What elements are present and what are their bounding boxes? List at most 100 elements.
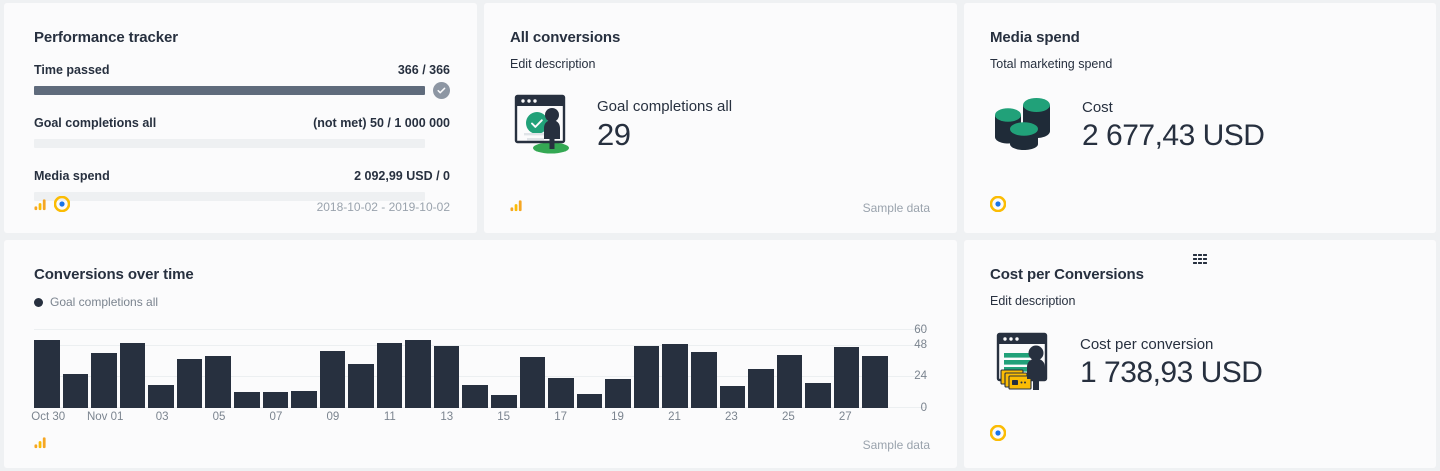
- bar[interactable]: [34, 340, 60, 408]
- bar[interactable]: [605, 379, 631, 408]
- x-axis-tick-label: 03: [155, 411, 169, 423]
- data-source-icons: [34, 195, 71, 217]
- sample-data-label: Sample data: [862, 201, 930, 215]
- bar[interactable]: [690, 352, 717, 408]
- bar[interactable]: [205, 356, 231, 408]
- card-media-spend[interactable]: Media spend Total marketing spend Cost: [964, 3, 1436, 233]
- bar[interactable]: [662, 344, 688, 408]
- bar[interactable]: [862, 356, 888, 408]
- card-conversions-over-time[interactable]: Conversions over time Goal completions a…: [4, 240, 957, 468]
- progress-bar-media-spend: [34, 192, 425, 201]
- card-all-conversions[interactable]: All conversions Edit description: [484, 3, 957, 233]
- google-ads-icon[interactable]: [53, 195, 71, 217]
- bar[interactable]: [719, 385, 746, 408]
- card-title: Cost per Conversions: [990, 266, 1144, 283]
- metric-block: Goal completions all 29: [510, 93, 930, 160]
- bar[interactable]: [233, 392, 260, 408]
- card-title: Performance tracker: [34, 29, 179, 46]
- y-axis-tick-label: 24: [914, 370, 927, 383]
- goal-met-check-icon: [433, 82, 450, 99]
- tracker-row-label: Media spend: [34, 169, 110, 183]
- tracker-row-head: Time passed 366 / 366: [34, 63, 450, 77]
- bar[interactable]: [433, 345, 460, 408]
- x-axis-tick-label: Oct 30: [31, 411, 66, 423]
- chart-header: Conversions over time Goal completions a…: [4, 240, 957, 309]
- x-axis-tick-label: 11: [383, 411, 396, 423]
- bar[interactable]: [491, 395, 517, 408]
- google-ads-icon[interactable]: [989, 424, 1007, 446]
- data-source-icons: [34, 436, 47, 454]
- card-performance-tracker[interactable]: Performance tracker Time passed 366 / 36…: [4, 3, 477, 233]
- x-axis-tick-label: 23: [725, 411, 738, 423]
- gridline: [34, 329, 927, 330]
- bar[interactable]: [91, 353, 117, 408]
- tracker-progress-wrap: [34, 188, 450, 205]
- browser-person-money-illustration: [990, 330, 1058, 397]
- bar[interactable]: [776, 354, 803, 408]
- bar[interactable]: [119, 343, 146, 408]
- metric-value: 1 738,93 USD: [1080, 356, 1263, 390]
- bar[interactable]: [262, 392, 289, 408]
- card-footer: Sample data: [484, 199, 957, 217]
- data-source-icons: [989, 424, 1007, 446]
- browser-person-check-illustration: [510, 93, 578, 160]
- date-range-label: 2018-10-02 - 2019-10-02: [316, 199, 450, 214]
- data-source-icons: [989, 195, 1007, 217]
- card-title: All conversions: [510, 29, 621, 46]
- metric-text: Cost per conversion 1 738,93 USD: [1080, 335, 1263, 391]
- tracker-row-head: Goal completions all (not met) 50 / 1 00…: [34, 116, 450, 130]
- drag-handle-icon[interactable]: [1193, 254, 1207, 264]
- x-axis-tick-label: 07: [269, 411, 283, 423]
- tracker-row-value: (not met) 50 / 1 000 000: [313, 116, 450, 130]
- metric-block: Cost per conversion 1 738,93 USD: [990, 330, 1409, 397]
- google-ads-icon[interactable]: [989, 195, 1007, 217]
- card-title: Media spend: [990, 29, 1080, 46]
- metric-label: Cost per conversion: [1080, 335, 1214, 353]
- bar[interactable]: [148, 384, 174, 408]
- bar[interactable]: [805, 383, 831, 408]
- bar[interactable]: [548, 378, 574, 408]
- tracker-content: Performance tracker Time passed 366 / 36…: [4, 3, 477, 205]
- analytics-bars-icon[interactable]: [34, 198, 47, 216]
- bar[interactable]: [376, 343, 403, 408]
- bar[interactable]: [576, 393, 603, 408]
- card-cost-per-conversions[interactable]: Cost per Conversions Edit description: [964, 240, 1436, 468]
- bar[interactable]: [62, 374, 89, 408]
- bar[interactable]: [348, 363, 374, 408]
- analytics-bars-icon[interactable]: [34, 436, 47, 454]
- bar[interactable]: [748, 369, 774, 408]
- bar[interactable]: [462, 384, 488, 408]
- bar[interactable]: [291, 391, 317, 408]
- analytics-bars-icon[interactable]: [510, 199, 523, 217]
- x-axis-tick-label: 19: [611, 411, 624, 423]
- bar-chart-plot: 0 24 48 60: [34, 324, 927, 413]
- coin-stacks-illustration: [990, 93, 1058, 160]
- card-description[interactable]: Edit description: [510, 57, 596, 71]
- x-axis-tick-label: 09: [326, 411, 340, 423]
- tracker-row: Goal completions all (not met) 50 / 1 00…: [34, 116, 450, 152]
- x-axis-tick-label: 05: [212, 411, 226, 423]
- bar[interactable]: [519, 357, 546, 408]
- bar[interactable]: [176, 358, 203, 408]
- bar[interactable]: [319, 350, 346, 408]
- card-description[interactable]: Edit description: [990, 294, 1076, 308]
- tracker-row: Time passed 366 / 366: [34, 63, 450, 99]
- bar[interactable]: [633, 345, 660, 408]
- tracker-row-value: 2 092,99 USD / 0: [354, 169, 450, 183]
- x-axis-tick-label: 25: [781, 411, 795, 423]
- bar-series: [34, 330, 888, 408]
- x-axis-labels: Oct 30 Nov 01 03 05 07 09 11 13 15 17 19 21 23 25 27: [31, 411, 888, 425]
- metric-value: 29: [597, 117, 631, 153]
- plot-area: [34, 329, 927, 408]
- card-description[interactable]: Total marketing spend: [990, 57, 1113, 71]
- bar[interactable]: [833, 346, 860, 408]
- all-conversions-content: All conversions Edit description: [484, 3, 957, 160]
- card-footer: 2018-10-02 - 2019-10-02: [4, 195, 477, 217]
- media-spend-content: Media spend Total marketing spend Cost: [964, 3, 1436, 160]
- tracker-row-label: Time passed: [34, 63, 110, 77]
- bar[interactable]: [405, 340, 431, 408]
- metric-label: Cost: [1082, 98, 1113, 116]
- sample-data-label: Sample data: [862, 438, 930, 452]
- metric-text: Goal completions all 29: [597, 98, 732, 154]
